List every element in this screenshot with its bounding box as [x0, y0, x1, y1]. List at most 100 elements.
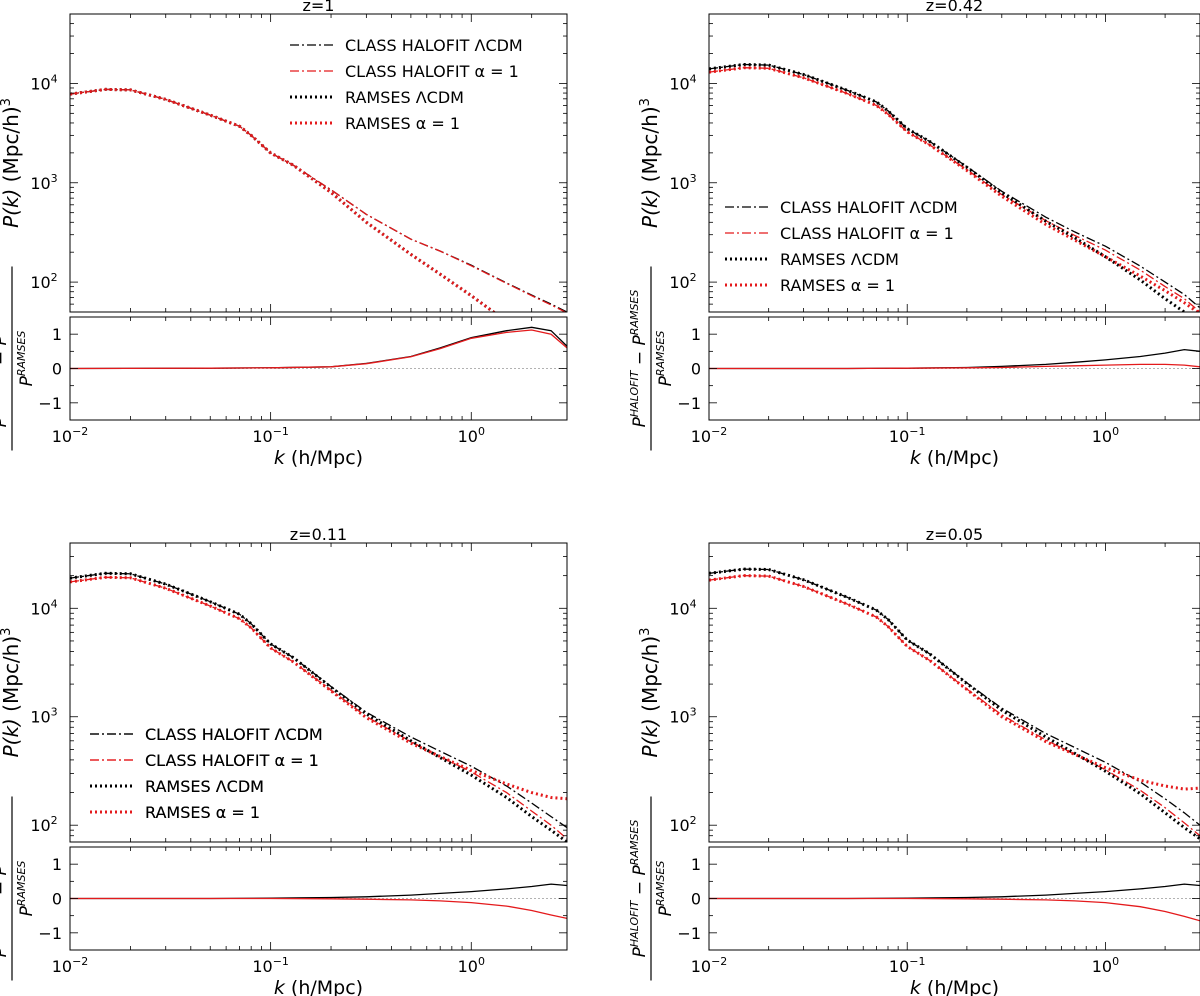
legend: CLASS HALOFIT ΛCDM CLASS HALOFIT α = 1 RAM…: [290, 36, 523, 133]
x-axis-label: k (h/Mpc): [910, 447, 999, 469]
x-tick-label: 10−2: [691, 955, 728, 976]
legend-label: RAMSES ΛCDM: [780, 250, 899, 269]
ratio-tick-label: 0: [691, 890, 701, 909]
x-axis-label: k (h/Mpc): [910, 977, 999, 996]
legend-label: RAMSES α = 1: [345, 114, 460, 133]
ratio-group: [70, 326, 567, 370]
y-axis-label: P(k) (Mpc/h)3: [638, 98, 662, 228]
y-tick-label: 104: [30, 72, 57, 93]
series-line-3: [70, 87, 497, 312]
panel-title: z=1: [303, 0, 335, 15]
y-tick-label: 102: [669, 814, 696, 835]
ratio-label-numerator: PHALOFIT − PRAMSES: [0, 820, 11, 958]
series-line-2: [70, 576, 567, 840]
y-tick-label: 103: [669, 172, 696, 193]
ratio-line-1: [709, 348, 1200, 370]
legend-label: CLASS HALOFIT α = 1: [145, 751, 319, 770]
x-tick-label: 10−2: [52, 955, 89, 976]
series-group: [709, 567, 1200, 841]
x-tick-label: 10−1: [889, 955, 926, 976]
series-line-1: [70, 88, 567, 312]
main-axes-frame: [69, 13, 568, 313]
ratio-label-numerator: PHALOFIT − PRAMSES: [628, 290, 650, 428]
x-tick-label: 100: [1092, 955, 1119, 976]
legend-label: CLASS HALOFIT α = 1: [345, 62, 519, 81]
series-line-3: [709, 567, 1200, 841]
legend-label: CLASS HALOFIT α = 1: [145, 751, 319, 770]
y-tick-label: 104: [669, 597, 696, 618]
ratio-label-denominator: PRAMSES: [654, 331, 676, 387]
y-tick-label: 102: [30, 814, 57, 835]
series-line-4: [709, 574, 1200, 791]
legend-label: CLASS HALOFIT ΛCDM: [145, 725, 323, 744]
ratio-label-numerator: PHALOFIT − PRAMSES: [628, 820, 650, 958]
legend: CLASS HALOFIT ΛCDM CLASS HALOFIT α = 1 RAM…: [725, 198, 958, 295]
legend-label: CLASS HALOFIT ΛCDM: [145, 725, 323, 744]
ratio-tick-label: 0: [52, 890, 62, 909]
ratio-line-1: [709, 883, 1200, 900]
ratio-tick-label: 1: [52, 325, 62, 344]
legend-label: RAMSES α = 1: [145, 803, 260, 822]
y-axis-label: P(k) (Mpc/h)3: [638, 628, 662, 758]
legend: CLASS HALOFIT ΛCDM CLASS HALOFIT α = 1 RAM…: [90, 725, 323, 822]
x-axis-label: k (h/Mpc): [274, 977, 363, 996]
y-tick-label: 103: [30, 172, 57, 193]
y-tick-label: 103: [30, 706, 57, 727]
panel-title: z=0.42: [926, 0, 983, 15]
y-tick-label: 102: [669, 271, 696, 292]
legend-label: RAMSES ΛCDM: [145, 777, 264, 796]
main-axes-frame: [69, 542, 568, 843]
x-axis-label: k (h/Mpc): [274, 447, 363, 469]
legend-label: RAMSES α = 1: [145, 803, 260, 822]
ratio-line-1: [70, 883, 567, 900]
legend-label: CLASS HALOFIT ΛCDM: [780, 198, 958, 217]
x-tick-label: 10−1: [252, 425, 289, 446]
chart-panel-4: z=0.05 10−2 10−1 100 k (h/Mpc) 102 103 104 P(k) …: [90, 525, 1200, 996]
series-line-4: [709, 66, 1200, 312]
ratio-tick-label: 1: [691, 325, 701, 344]
series-line-3: [70, 571, 567, 842]
x-tick-label: 10−1: [252, 955, 289, 976]
legend-label: RAMSES α = 1: [780, 276, 895, 295]
ratio-tick-label: 1: [52, 855, 62, 874]
chart-panel-2: z=0.42 10−2 10−1 100 k (h/Mpc) 102 103 104 P(k) …: [628, 0, 1200, 469]
legend: CLASS HALOFIT ΛCDM CLASS HALOFIT α = 1 RAM…: [90, 725, 323, 822]
x-tick-label: 10−2: [52, 425, 89, 446]
y-tick-label: 104: [30, 597, 57, 618]
series-line-4: [70, 575, 567, 801]
y-tick-label: 103: [669, 706, 696, 727]
legend-label: CLASS HALOFIT α = 1: [780, 224, 954, 243]
y-tick-label: 104: [669, 72, 696, 93]
y-tick-label: 102: [30, 271, 57, 292]
series-line-2: [709, 574, 1200, 837]
panel-title: z=0.11: [290, 525, 347, 544]
x-tick-label: 100: [458, 425, 485, 446]
ratio-line-2: [70, 329, 567, 370]
series-group: [70, 87, 567, 312]
panel-title: z=0.05: [926, 525, 983, 544]
series-group: [70, 571, 567, 842]
ratio-line-2: [709, 897, 1200, 922]
ratio-tick-label: −1: [38, 394, 62, 413]
ratio-tick-label: −1: [38, 924, 62, 943]
ratio-label-denominator: PRAMSES: [15, 331, 37, 387]
ratio-line-1: [70, 326, 567, 370]
ratio-tick-label: −1: [677, 394, 701, 413]
ratio-line-2: [709, 363, 1200, 370]
legend-label: CLASS HALOFIT ΛCDM: [345, 36, 523, 55]
x-tick-label: 100: [1092, 425, 1119, 446]
x-tick-label: 10−2: [691, 425, 728, 446]
ratio-line-2: [70, 897, 567, 920]
ratio-group: [709, 348, 1200, 370]
x-tick-label: 100: [458, 955, 485, 976]
ratio-tick-label: 1: [691, 855, 701, 874]
series-line-1: [709, 568, 1200, 826]
ratio-tick-label: 0: [52, 360, 62, 379]
x-tick-label: 10−1: [889, 425, 926, 446]
